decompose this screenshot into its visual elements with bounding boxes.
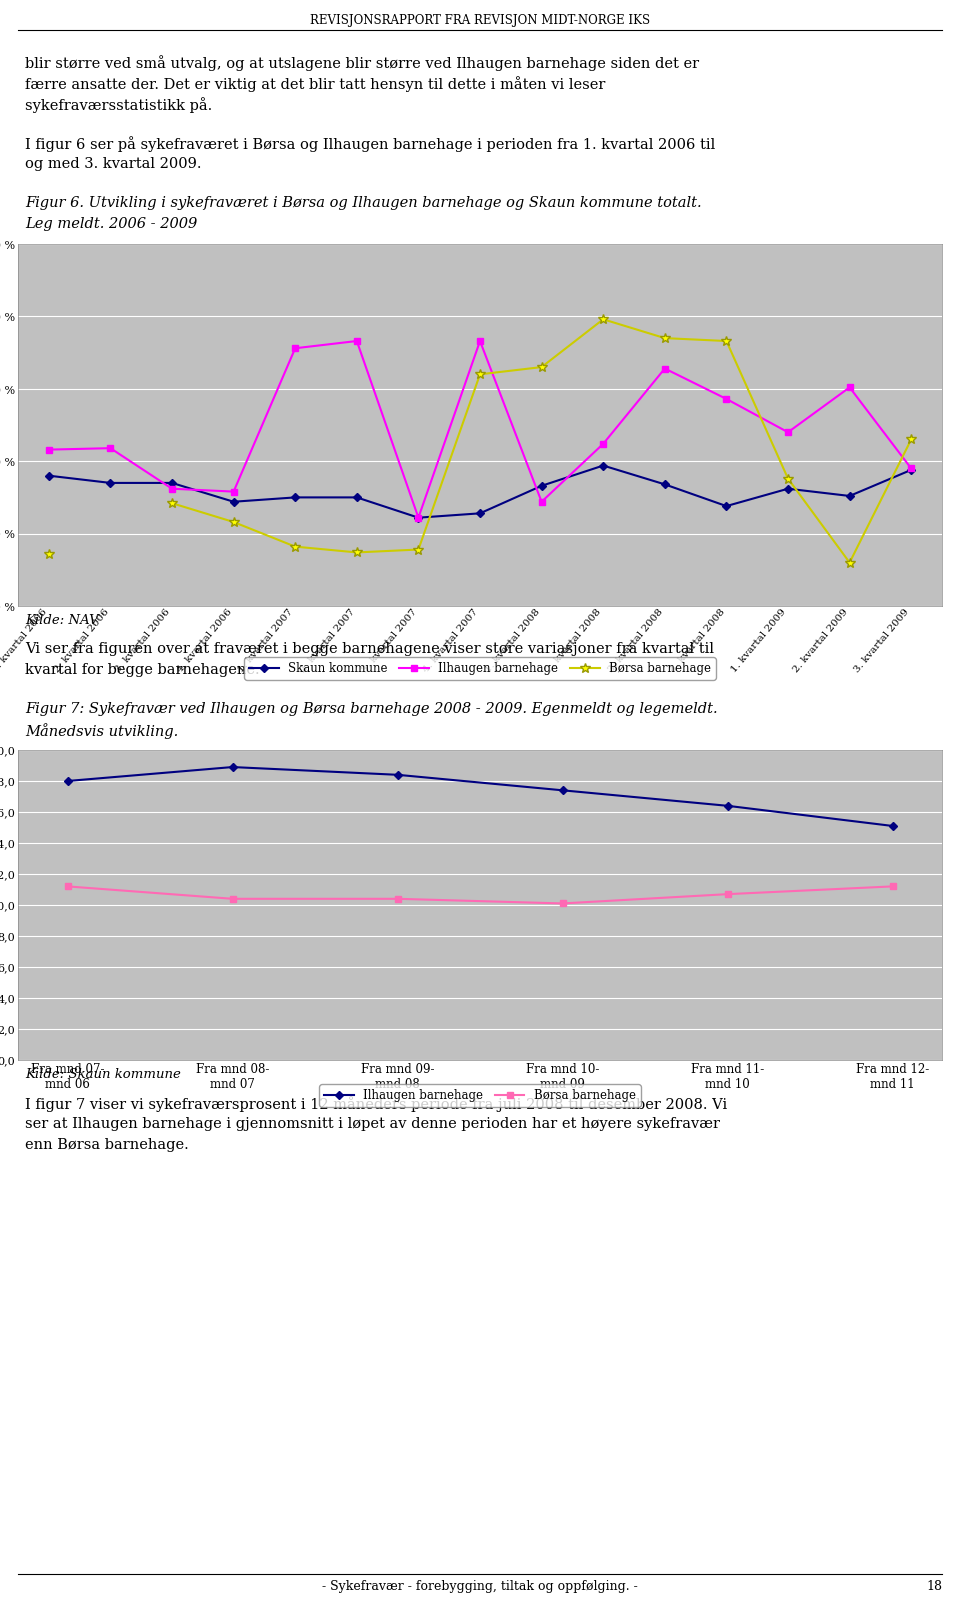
Legend: Skaun kommune, Ilhaugen barnehage, Børsa barnehage: Skaun kommune, Ilhaugen barnehage, Børsa…: [244, 658, 716, 680]
Text: Kilde: Skaun kommune: Kilde: Skaun kommune: [25, 1068, 180, 1081]
Text: Kilde: NAV: Kilde: NAV: [25, 614, 99, 627]
Text: 18: 18: [926, 1580, 942, 1593]
Text: Figur 6. Utvikling i sykefraværet i Børsa og Ilhaugen barnehage og Skaun kommune: Figur 6. Utvikling i sykefraværet i Børs…: [25, 196, 702, 210]
Text: - Sykefravær - forebygging, tiltak og oppfølging. -: - Sykefravær - forebygging, tiltak og op…: [323, 1580, 637, 1593]
Text: Figur 7: Sykefravær ved Ilhaugen og Børsa barnehage 2008 - 2009. Egenmeldt og le: Figur 7: Sykefravær ved Ilhaugen og Børs…: [25, 701, 718, 716]
Text: ser at Ilhaugen barnehage i gjennomsnitt i løpet av denne perioden har et høyere: ser at Ilhaugen barnehage i gjennomsnitt…: [25, 1117, 720, 1131]
Text: I figur 6 ser på sykefraværet i Børsa og Ilhaugen barnehage i perioden fra 1. kv: I figur 6 ser på sykefraværet i Børsa og…: [25, 136, 715, 152]
Text: færre ansatte der. Det er viktig at det blir tatt hensyn til dette i måten vi le: færre ansatte der. Det er viktig at det …: [25, 76, 606, 92]
Text: enn Børsa barnehage.: enn Børsa barnehage.: [25, 1138, 189, 1152]
Text: kvartal for begge barnehagene.: kvartal for begge barnehagene.: [25, 663, 259, 677]
Text: blir større ved små utvalg, og at utslagene blir større ved Ilhaugen barnehage s: blir større ved små utvalg, og at utslag…: [25, 55, 699, 71]
Text: Vi ser fra figuren over at fraværet i begge barnehagene viser store variasjoner : Vi ser fra figuren over at fraværet i be…: [25, 642, 714, 656]
Text: Månedsvis utvikling.: Månedsvis utvikling.: [25, 722, 179, 739]
Text: REVISJONSRAPPORT FRA REVISJON MIDT-NORGE IKS: REVISJONSRAPPORT FRA REVISJON MIDT-NORGE…: [310, 15, 650, 27]
Text: sykefraværsstatistikk på.: sykefraværsstatistikk på.: [25, 97, 212, 113]
Text: og med 3. kvartal 2009.: og med 3. kvartal 2009.: [25, 157, 202, 171]
Legend: Ilhaugen barnehage, Børsa barnehage: Ilhaugen barnehage, Børsa barnehage: [320, 1084, 640, 1107]
Text: Leg meldt. 2006 - 2009: Leg meldt. 2006 - 2009: [25, 217, 197, 231]
Text: I figur 7 viser vi sykefraværsprosent i 12 måneders periode fra juli 2008 til de: I figur 7 viser vi sykefraværsprosent i …: [25, 1096, 728, 1112]
